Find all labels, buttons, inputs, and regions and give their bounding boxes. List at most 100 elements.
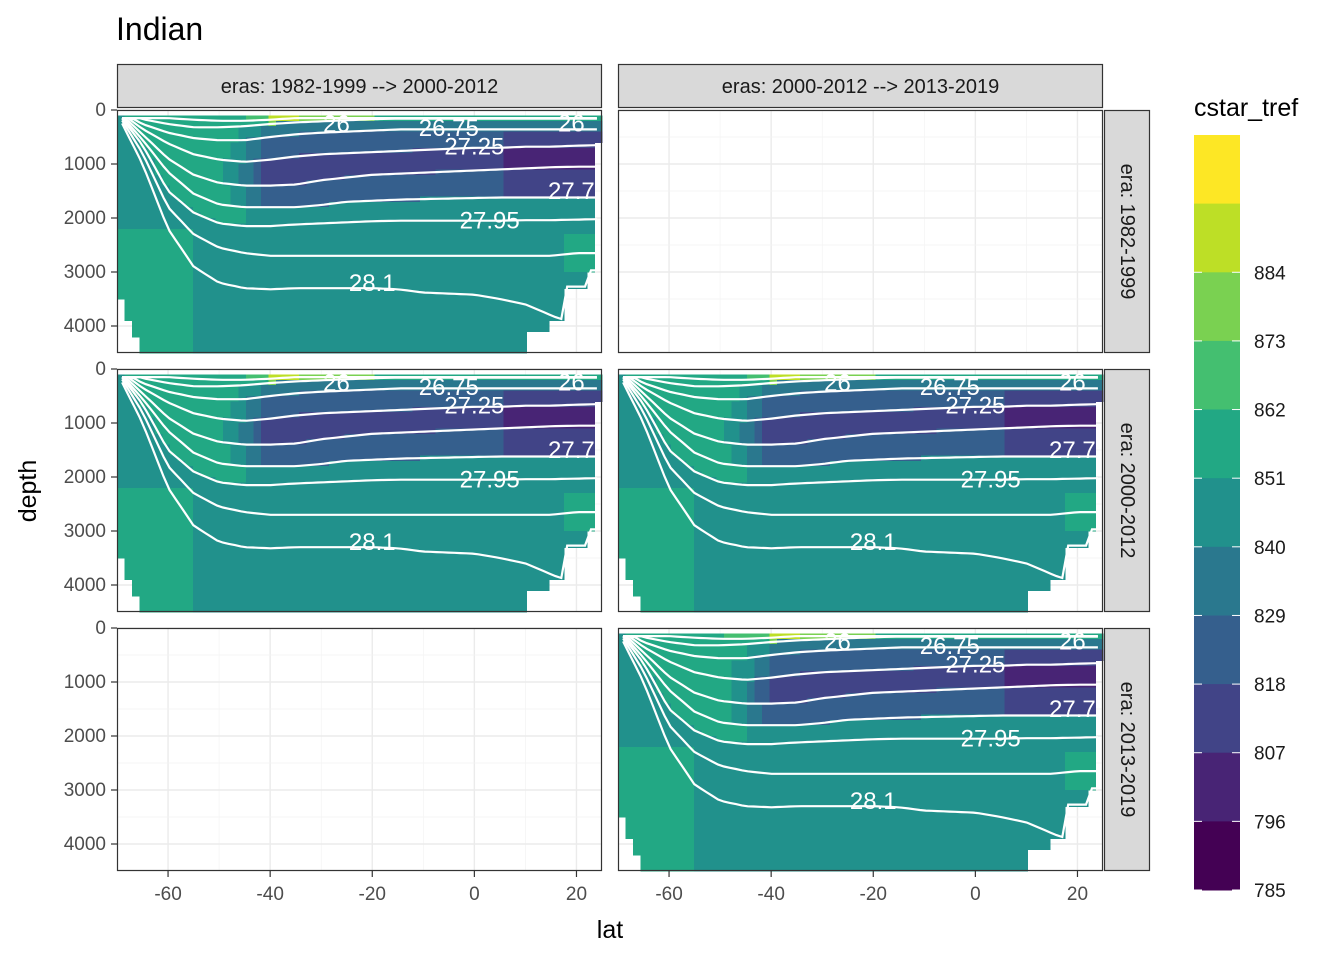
- field-cell: [215, 309, 224, 316]
- field-cell: [359, 180, 368, 187]
- field-cell: [185, 455, 194, 462]
- field-cell: [374, 547, 383, 554]
- field-cell: [397, 331, 406, 338]
- field-cell: [435, 444, 444, 451]
- field-cell: [427, 185, 436, 192]
- field-cell: [435, 439, 444, 446]
- field-cell: [207, 606, 217, 613]
- field-cell: [458, 331, 467, 338]
- field-cell: [283, 126, 292, 133]
- field-cell: [420, 466, 429, 473]
- field-cell: [488, 228, 497, 235]
- field-cell: [147, 218, 156, 224]
- field-cell: [200, 326, 209, 332]
- field-cell: [359, 336, 368, 343]
- field-cell: [382, 207, 391, 214]
- field-cell: [230, 455, 239, 462]
- field-cell: [177, 207, 186, 214]
- field-cell: [473, 196, 482, 203]
- field-cell: [223, 514, 232, 521]
- field-cell: [253, 169, 262, 176]
- field-cell: [162, 401, 171, 408]
- field-cell: [215, 385, 224, 392]
- field-cell: [526, 282, 535, 289]
- field-cell: [283, 180, 292, 187]
- field-cell: [185, 406, 194, 413]
- field-cell: [541, 239, 550, 246]
- field-cell: [185, 239, 194, 246]
- field-cell: [117, 504, 126, 510]
- field-cell: [359, 261, 368, 268]
- field-cell: [298, 514, 308, 521]
- field-cell: [442, 531, 452, 537]
- field-cell: [230, 261, 239, 268]
- field-cell: [458, 406, 467, 413]
- field-cell: [260, 201, 270, 208]
- field-cell: [170, 590, 179, 597]
- field-cell: [238, 412, 247, 419]
- field-cell: [344, 396, 353, 402]
- field-cell: [207, 245, 217, 251]
- field-cell: [238, 255, 247, 262]
- field-cell: [154, 169, 164, 176]
- field-cell: [200, 563, 209, 570]
- field-cell: [245, 234, 255, 241]
- field-cell: [253, 164, 262, 170]
- field-cell: [117, 180, 126, 187]
- field-cell: [329, 579, 338, 586]
- field-cell: [503, 514, 512, 521]
- field-cell: [458, 228, 467, 235]
- field-cell: [435, 509, 444, 516]
- field-cell: [336, 417, 345, 424]
- field-cell: [253, 374, 262, 381]
- field-cell: [291, 498, 300, 505]
- field-cell: [556, 245, 565, 251]
- field-cell: [200, 228, 209, 235]
- field-cell: [314, 574, 323, 581]
- field-cell: [291, 250, 300, 257]
- field-cell: [435, 547, 444, 554]
- field-cell: [488, 142, 497, 149]
- field-cell: [207, 493, 217, 500]
- field-cell: [389, 326, 398, 332]
- field-cell: [291, 347, 300, 354]
- field-cell: [170, 326, 179, 332]
- field-cell: [397, 299, 406, 305]
- field-cell: [268, 201, 277, 208]
- field-cell: [298, 304, 308, 311]
- field-cell: [488, 455, 497, 462]
- field-cell: [329, 460, 338, 467]
- field-cell: [117, 201, 126, 208]
- field-cell: [207, 552, 217, 559]
- field-cell: [397, 185, 406, 192]
- field-cell: [268, 563, 277, 570]
- field-cell: [488, 288, 497, 295]
- field-cell: [458, 201, 467, 208]
- field-cell: [465, 239, 474, 246]
- field-cell: [154, 595, 164, 602]
- field-cell: [495, 482, 505, 489]
- field-cell: [427, 153, 436, 160]
- field-cell: [435, 299, 444, 305]
- field-cell: [192, 417, 201, 424]
- field-cell: [420, 552, 429, 559]
- field-cell: [162, 514, 171, 521]
- field-cell: [586, 169, 596, 176]
- field-cell: [518, 142, 527, 149]
- field-cell: [253, 390, 262, 397]
- field-cell: [124, 147, 133, 154]
- field-cell: [367, 498, 376, 505]
- field-cell: [139, 174, 148, 181]
- field-cell: [117, 385, 126, 392]
- field-cell: [223, 342, 232, 349]
- field-cell: [185, 482, 194, 489]
- field-cell: [397, 601, 406, 608]
- field-cell: [177, 299, 186, 305]
- field-cell: [329, 525, 338, 532]
- field-cell: [170, 336, 179, 343]
- field-cell: [359, 590, 368, 597]
- field-cell: [389, 304, 398, 311]
- field-cell: [223, 326, 232, 332]
- field-cell: [276, 444, 285, 451]
- field-cell: [223, 288, 232, 295]
